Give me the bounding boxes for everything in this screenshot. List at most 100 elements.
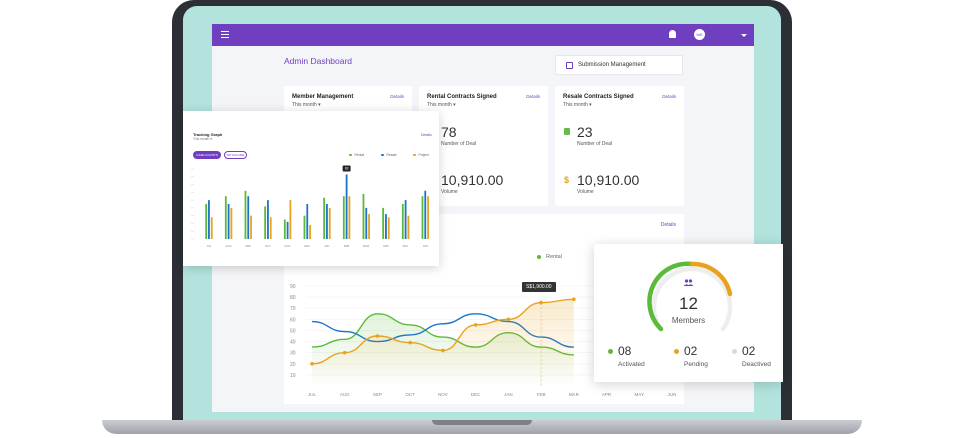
bar[interactable] [230, 207, 233, 239]
x-tick-label: MAY [403, 244, 409, 248]
x-tick-label: FEB [344, 244, 350, 248]
bar[interactable] [427, 196, 429, 239]
status-dot [674, 349, 679, 355]
period-select[interactable]: This month ▾ [427, 102, 456, 108]
avatar[interactable]: MK [694, 29, 705, 40]
tracking-graph-card: Tracking Graph This month ▾ Details CASE… [183, 111, 439, 266]
volume-value: 10,910.00 [577, 172, 640, 188]
bar[interactable] [269, 217, 272, 239]
legend-dot [349, 153, 352, 157]
bar[interactable] [247, 196, 250, 239]
bar[interactable] [385, 214, 387, 239]
gauge-track [651, 266, 733, 332]
bar[interactable] [309, 225, 311, 239]
x-tick-label: JAN [324, 244, 329, 248]
data-point[interactable] [506, 317, 511, 322]
bar[interactable] [244, 190, 247, 239]
volume-label: Volume [441, 189, 458, 195]
x-tick-label: JAN [504, 392, 513, 397]
bar[interactable] [227, 204, 230, 239]
status-dot [608, 349, 613, 355]
details-link[interactable]: Details [526, 94, 540, 99]
bar[interactable] [404, 200, 407, 239]
y-tick-label: 90 [290, 284, 296, 290]
bar[interactable] [210, 217, 213, 239]
people-icon [683, 279, 694, 286]
x-tick-label: SEP [245, 244, 251, 248]
bar[interactable] [421, 196, 424, 239]
bar[interactable] [345, 174, 348, 239]
bar[interactable] [250, 215, 252, 239]
submission-management-button[interactable]: Submission Management [555, 55, 683, 75]
x-tick-label: JUL [308, 392, 316, 397]
x-tick-label: OCT [265, 244, 271, 248]
card-title: Rental Contracts Signed [427, 94, 497, 100]
deal-count-label: Number of Deal [577, 141, 613, 147]
chevron-down-icon[interactable] [741, 34, 747, 37]
legend-item-project: Project [413, 153, 429, 157]
x-tick-label: AUG [225, 244, 231, 248]
bar[interactable] [387, 217, 390, 239]
y-tick-label: 70 [290, 306, 296, 312]
details-link[interactable]: Details [421, 133, 432, 137]
bar[interactable] [328, 207, 331, 239]
sd-volume-button[interactable]: SD VOLUME [224, 151, 247, 159]
bar[interactable] [306, 204, 309, 239]
bar[interactable] [289, 200, 292, 239]
bar[interactable] [303, 215, 306, 239]
period-select[interactable]: This month ▾ [193, 137, 212, 141]
data-point[interactable] [310, 361, 314, 366]
case-counts-button[interactable]: CASE COUNTS [193, 151, 221, 159]
bar[interactable] [224, 196, 227, 239]
bar-tooltip: 83 [345, 167, 349, 171]
x-tick-label: DEC [471, 392, 481, 397]
data-point[interactable] [539, 300, 543, 305]
legend-dot [381, 153, 384, 157]
menu-icon[interactable] [221, 31, 229, 38]
legend-item-resale: Resale [381, 153, 397, 157]
bar[interactable] [348, 196, 351, 239]
bar[interactable] [342, 196, 345, 239]
bar[interactable] [323, 197, 326, 239]
details-link[interactable]: Details [660, 222, 676, 228]
data-point[interactable] [375, 334, 380, 338]
bar[interactable] [286, 221, 289, 239]
bar[interactable] [424, 190, 427, 239]
bar[interactable] [365, 207, 368, 239]
x-tick-label: JUN [422, 244, 427, 248]
bar[interactable] [264, 206, 267, 239]
bar[interactable] [368, 214, 370, 239]
gauge-activated-arc [647, 261, 695, 332]
bar[interactable] [205, 204, 208, 239]
bar-tooltip-bg [342, 165, 351, 172]
page-title: Admin Dashboard [284, 56, 353, 66]
volume-label: Volume [577, 189, 594, 195]
bar[interactable] [283, 219, 286, 239]
card-title: Resale Contracts Signed [563, 94, 634, 100]
tracking-graph-title: Tracking Graph [193, 132, 223, 137]
y-tick-label: 20 [290, 362, 296, 368]
bar[interactable] [267, 200, 269, 239]
resale-contracts-card: Resale Contracts Signed This month ▾ Det… [555, 86, 684, 206]
data-point[interactable] [441, 348, 445, 353]
bar[interactable] [362, 193, 365, 239]
stat-activated: 08 Activated [608, 344, 645, 368]
volume-value: 10,910.00 [441, 172, 504, 188]
deal-count-label: Number of Deal [441, 141, 477, 147]
bar[interactable] [407, 215, 410, 239]
data-point[interactable] [473, 323, 478, 327]
bar[interactable] [401, 204, 404, 239]
period-select[interactable]: This month ▾ [563, 102, 592, 108]
data-point[interactable] [342, 350, 347, 355]
details-link[interactable]: Details [390, 94, 404, 99]
period-select[interactable]: This month ▾ [292, 102, 321, 108]
data-point[interactable] [408, 340, 412, 345]
bar[interactable] [326, 204, 328, 239]
bar[interactable] [208, 200, 210, 239]
members-gauge [647, 261, 733, 332]
details-link[interactable]: Details [662, 94, 676, 99]
x-tick-label: OCT [405, 392, 415, 397]
data-point[interactable] [572, 297, 576, 302]
bell-icon[interactable] [669, 30, 676, 38]
bar[interactable] [382, 207, 385, 239]
